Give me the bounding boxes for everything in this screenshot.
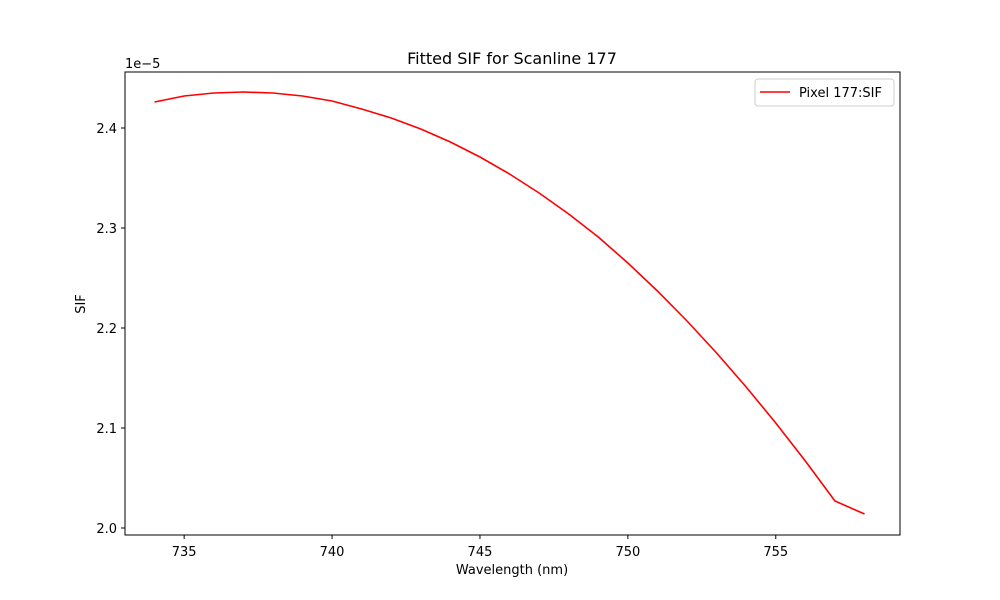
y-tick-label: 2.3 [96, 222, 117, 237]
x-tick-label: 745 [468, 545, 493, 560]
y-tick-label: 2.1 [96, 422, 117, 437]
chart-title: Fitted SIF for Scanline 177 [407, 49, 617, 68]
legend: Pixel 177:SIF [754, 78, 895, 107]
y-tick-label: 2.2 [96, 322, 117, 337]
y-tick-label: 2.4 [96, 122, 117, 137]
x-tick-label: 735 [172, 545, 197, 560]
x-tick-label: 740 [320, 545, 345, 560]
y-offset-label: 1e−5 [125, 57, 160, 72]
y-tick-label: 2.0 [96, 522, 117, 537]
x-tick-label: 750 [615, 545, 640, 560]
axis-ticks: 735 740 745 750 755 2.0 2.1 2.2 2.3 2.4 [96, 122, 788, 560]
legend-box [754, 78, 895, 107]
x-axis-label: Wavelength (nm) [456, 563, 568, 578]
legend-label: Pixel 177:SIF [799, 86, 882, 101]
y-axis-label: SIF [74, 294, 89, 314]
series-line-pixel-177-sif [154, 91, 865, 515]
x-tick-label: 755 [763, 545, 788, 560]
plot-area-frame [124, 71, 901, 536]
